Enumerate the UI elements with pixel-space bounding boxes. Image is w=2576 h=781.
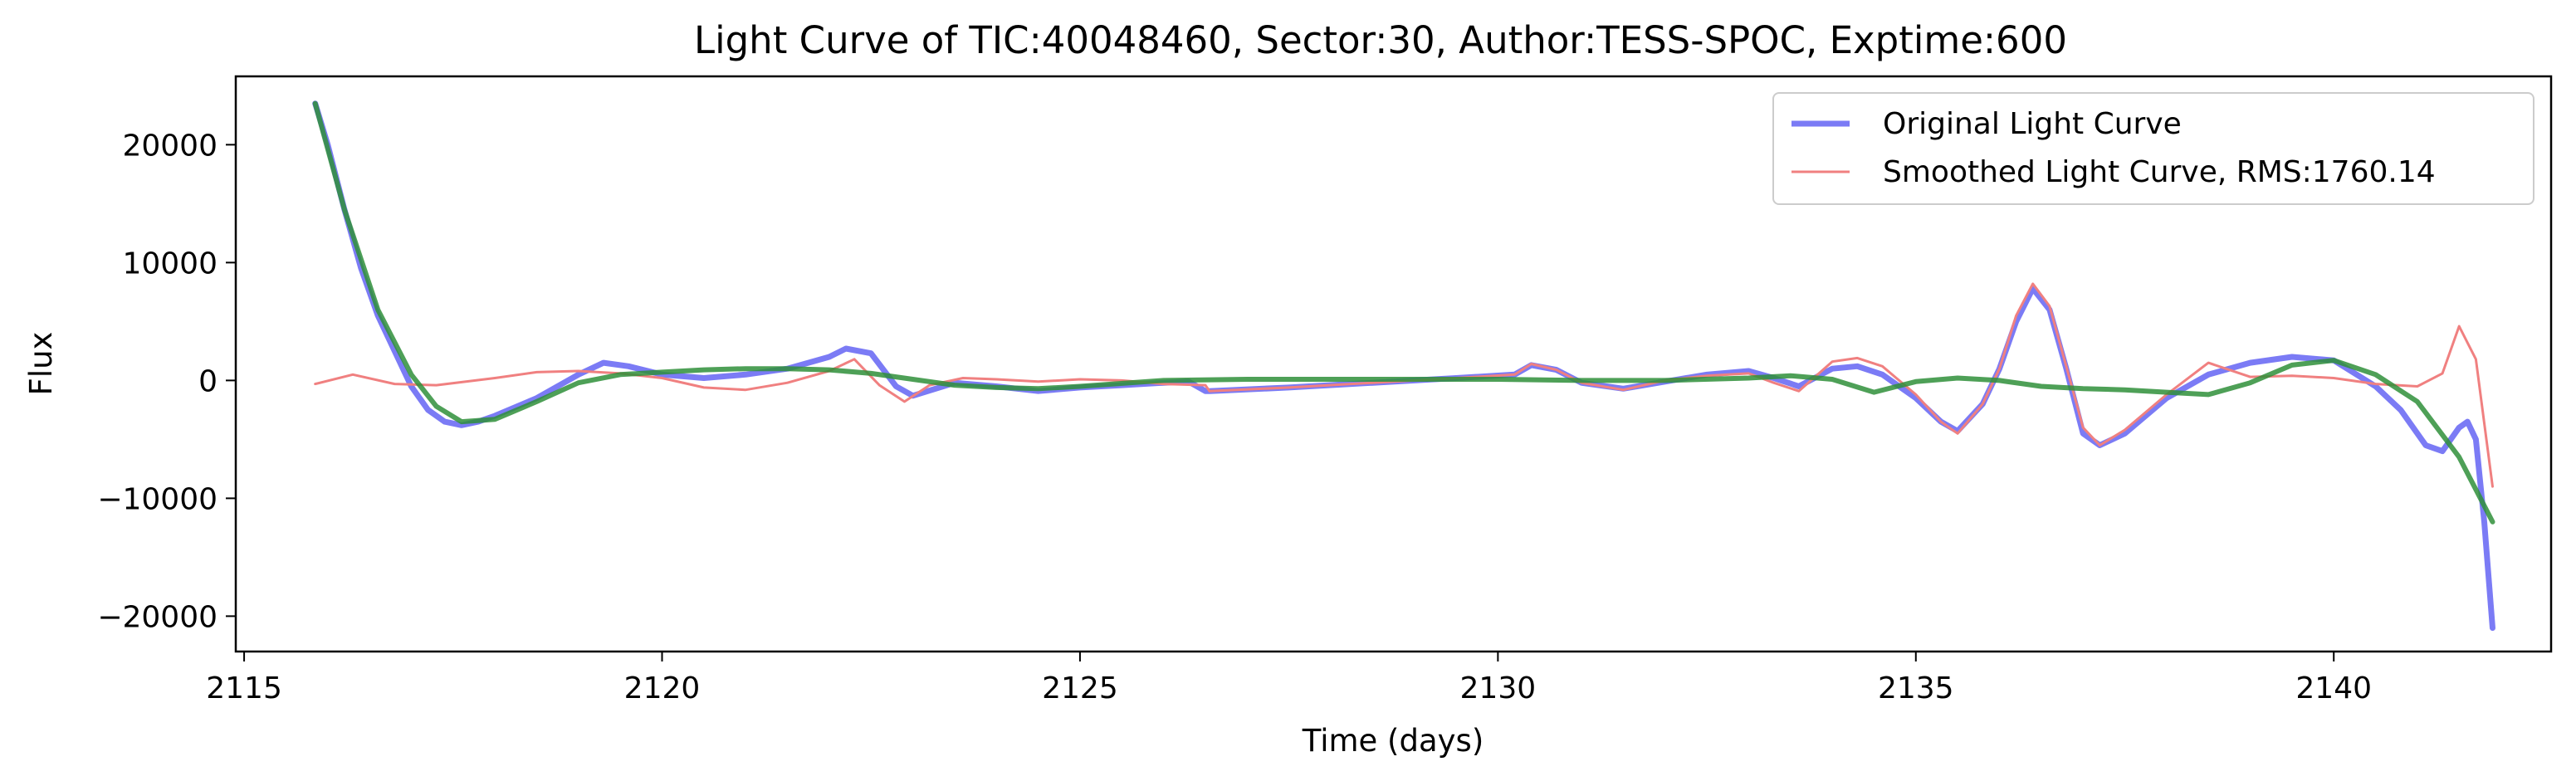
y-tick-label: −20000 — [97, 600, 218, 634]
y-tick-label: 0 — [198, 364, 218, 398]
y-tick-label: 20000 — [122, 129, 218, 163]
x-tick-label: 2135 — [1878, 671, 1954, 705]
y-tick-label: −10000 — [97, 482, 218, 516]
chart-title: Light Curve of TIC:40048460, Sector:30, … — [694, 18, 2067, 62]
plot-lines — [312, 100, 2495, 632]
x-tick-label: 2115 — [206, 671, 282, 705]
series-line-green — [312, 100, 2495, 525]
legend-label-original: Original Light Curve — [1883, 107, 2182, 141]
series-line-smoothed — [314, 282, 2494, 488]
legend-label-smoothed: Smoothed Light Curve, RMS:1760.14 — [1883, 155, 2436, 189]
x-tick-label: 2130 — [1460, 671, 1537, 705]
y-axis-label: Flux — [23, 332, 59, 396]
y-axis-ticks: 20000 10000 0 −10000 −20000 — [97, 129, 236, 634]
x-tick-label: 2125 — [1042, 671, 1118, 705]
x-tick-label: 2140 — [2295, 671, 2372, 705]
y-tick-label: 10000 — [122, 247, 218, 281]
x-axis-ticks: 2115 2120 2125 2130 2135 2140 — [206, 652, 2372, 705]
x-axis-label: Time (days) — [1302, 723, 1484, 759]
legend-box — [1772, 92, 2534, 205]
x-tick-label: 2120 — [624, 671, 701, 705]
legend: Original Light Curve Smoothed Light Curv… — [1772, 92, 2534, 205]
plot-frame — [234, 75, 2553, 653]
